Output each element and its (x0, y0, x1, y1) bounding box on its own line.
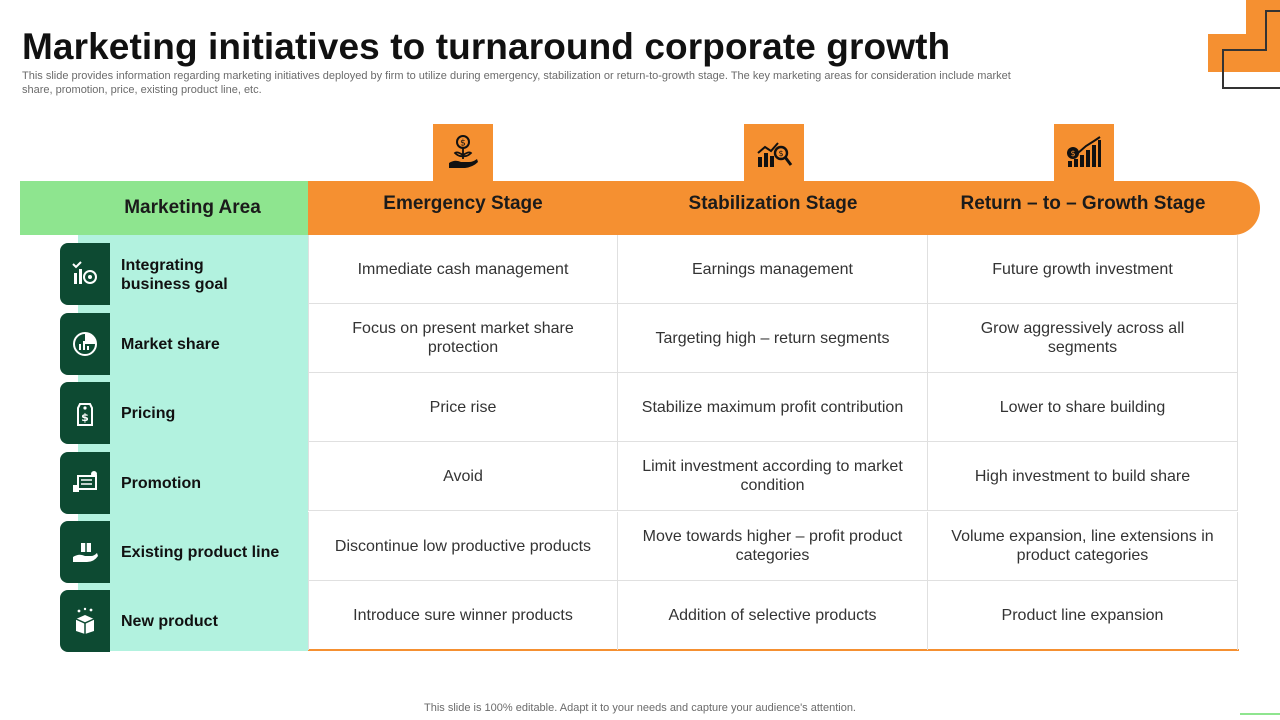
area-label-promotion: Promotion (121, 475, 201, 492)
area-label-pricing: Pricing (121, 405, 176, 422)
marketing-area-header-label: Marketing Area (124, 197, 261, 218)
money-plant-hand-icon: $ (432, 123, 494, 183)
table-cell: Focus on present market share protection (308, 304, 618, 373)
page-title: Marketing initiatives to turnaround corp… (22, 26, 951, 67)
growth-bars-icon: $ (1053, 123, 1115, 183)
emergency-stage-header: Emergency Stage (383, 193, 543, 214)
corner-decoration (1208, 0, 1280, 72)
table-cell: Avoid (308, 442, 618, 511)
footer-accent-line (1240, 713, 1280, 715)
price-tag-icon: $ (60, 382, 110, 444)
table-cell: Earnings management (618, 235, 928, 304)
svg-text:$: $ (1070, 149, 1075, 158)
table-cell: Targeting high – return segments (618, 304, 928, 373)
table-cell: Grow aggressively across all segments (928, 304, 1238, 373)
area-label-integrating-business-goal: Integrating business goal (121, 257, 228, 293)
stabilization-stage-header: Stabilization Stage (688, 193, 858, 214)
goal-chart-icon (60, 243, 110, 305)
marketing-area-column (78, 235, 308, 651)
table-cell: Future growth investment (928, 235, 1238, 304)
market-share-icon (60, 313, 110, 375)
page-subtitle: This slide provides information regardin… (22, 70, 1011, 96)
svg-text:$: $ (460, 139, 466, 149)
table-cell: Addition of selective products (618, 581, 928, 650)
table-cell: High investment to build share (928, 442, 1238, 511)
area-label-new-product: New product (121, 613, 218, 630)
area-label-market-share: Market share (121, 336, 220, 353)
corner-line-decoration (1222, 10, 1280, 89)
table-cell: Limit investment according to market con… (618, 442, 928, 511)
return-to-growth-stage-header: Return – to – Growth Stage (960, 193, 1206, 214)
table-cell: Volume expansion, line extensions in pro… (928, 512, 1238, 581)
table-cell: Move towards higher – profit product cat… (618, 512, 928, 581)
table-cell: Price rise (308, 373, 618, 442)
svg-text:$: $ (778, 149, 783, 158)
table-cell: Stabilize maximum profit contribution (618, 373, 928, 442)
marketing-area-header (20, 181, 310, 235)
product-hand-icon (60, 521, 110, 583)
table-cell: Immediate cash management (308, 235, 618, 304)
footer-note: This slide is 100% editable. Adapt it to… (424, 702, 856, 714)
table-cell: Product line expansion (928, 581, 1238, 650)
table-cell: Introduce sure winner products (308, 581, 618, 650)
svg-text:$: $ (81, 411, 89, 424)
initiatives-table: Immediate cash management Earnings manag… (308, 235, 1239, 651)
new-product-box-icon (60, 590, 110, 652)
table-cell: Discontinue low productive products (308, 512, 618, 581)
promotion-icon (60, 452, 110, 514)
chart-magnifier-icon: $ (743, 123, 805, 183)
table-cell: Lower to share building (928, 373, 1238, 442)
area-label-existing-product-line: Existing product line (121, 544, 280, 561)
stages-header (308, 181, 1260, 235)
